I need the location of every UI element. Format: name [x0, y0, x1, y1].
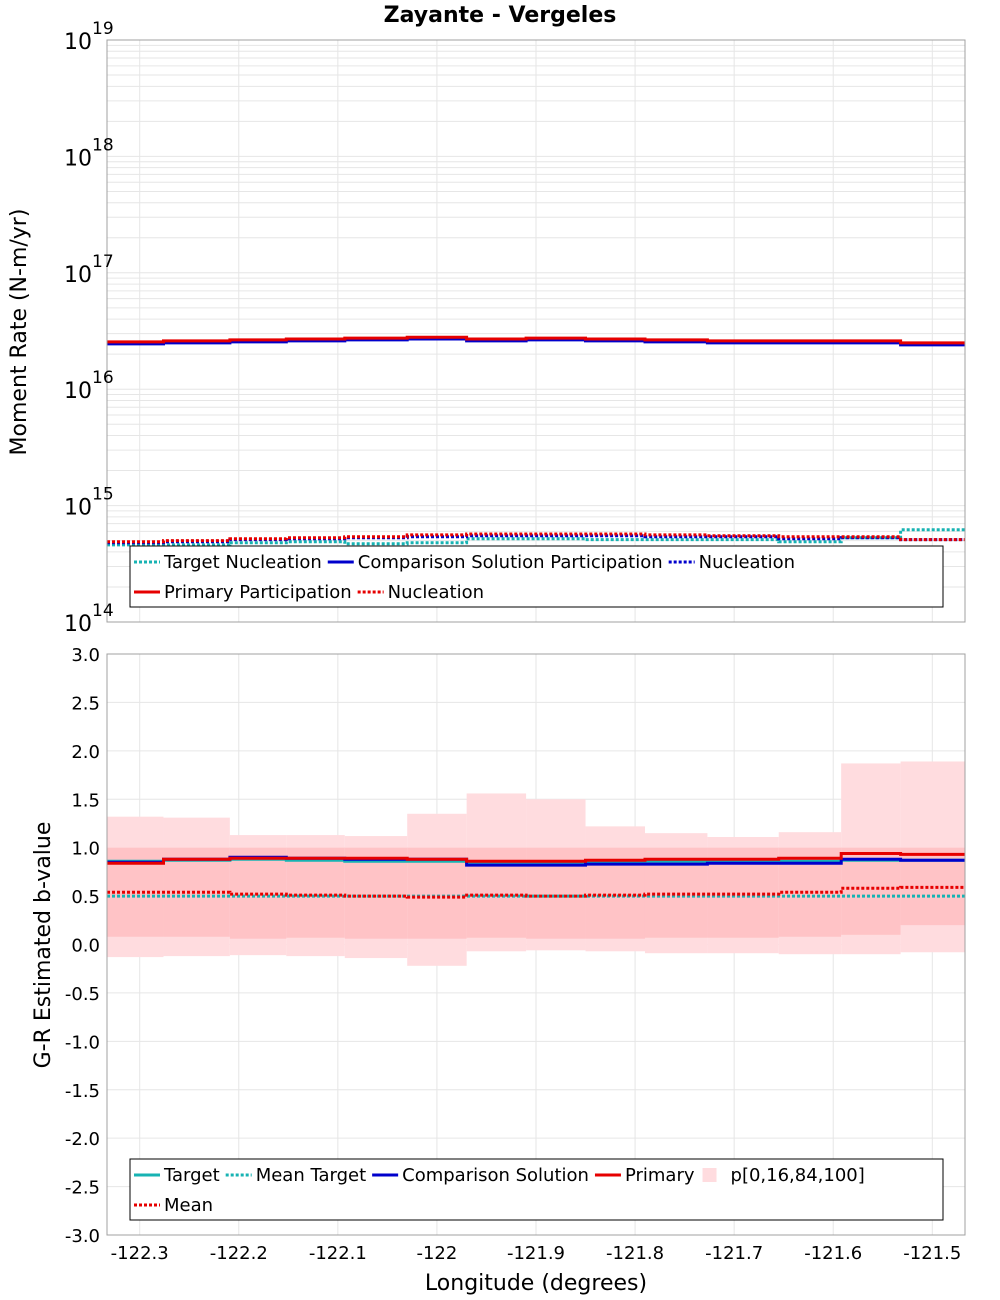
legend-label: Target — [163, 1165, 220, 1186]
legend-label: Mean Target — [256, 1165, 366, 1186]
y-tick-exponent: 17 — [92, 252, 114, 272]
y-tick-label: 3.0 — [71, 645, 100, 666]
y-tick-exponent: 15 — [92, 485, 114, 505]
top-y-axis-label: Moment Rate (N-m/yr) — [7, 209, 32, 456]
y-tick-label: 0.0 — [71, 936, 100, 957]
x-tick-label: -122.1 — [309, 1243, 367, 1264]
band-p16-p84 — [344, 847, 408, 939]
y-tick-label: -0.5 — [65, 984, 100, 1005]
y-tick-base: 10 — [64, 612, 92, 637]
b-value-panel: 3.0 2.5 2.0 1.5 1.0 0.5 0.0 -0.5 -1.0 -1.5 -2.0 -2.… — [65, 645, 966, 1264]
y-tick-label: 1017 — [64, 252, 114, 288]
y-tick-base: 10 — [64, 146, 92, 171]
y-tick-exponent: 18 — [92, 135, 114, 155]
legend-label: Mean — [164, 1195, 213, 1216]
legend-box — [129, 545, 944, 608]
series-line — [107, 337, 965, 347]
x-tick-label: -121.7 — [705, 1243, 763, 1264]
chart-title: Zayante - Vergeles — [384, 3, 617, 28]
y-tick-label: -1.0 — [65, 1032, 100, 1053]
plot-frame — [106, 39, 966, 623]
y-tick-base: 10 — [64, 496, 92, 521]
y-tick-label: -3.0 — [65, 1226, 100, 1247]
y-tick-label: 1019 — [64, 19, 114, 55]
band-p16-p84 — [286, 847, 345, 938]
bottom-y-axis-label: G-R Estimated b-value — [31, 822, 56, 1069]
legend-box — [129, 1158, 944, 1221]
y-tick-base: 10 — [64, 263, 92, 288]
legend-label: Primary Participation — [164, 582, 352, 603]
y-tick-base: 10 — [64, 379, 92, 404]
y-tick-label: 1.5 — [71, 790, 100, 811]
legend-swatch — [702, 1168, 717, 1182]
y-tick-label: -2.5 — [65, 1178, 100, 1199]
x-tick-label: -122 — [416, 1243, 457, 1264]
x-tick-label: -122.3 — [111, 1243, 169, 1264]
legend-label: p[0,16,84,100] — [731, 1165, 865, 1186]
y-tick-label: 1.0 — [71, 839, 100, 860]
y-tick-exponent: 16 — [92, 368, 114, 388]
y-tick-exponent: 14 — [92, 601, 114, 621]
legend-label: Comparison Solution — [402, 1165, 589, 1186]
x-tick-label: -121.8 — [606, 1243, 664, 1264]
x-tick-label: -121.9 — [507, 1243, 565, 1264]
legend-label: Nucleation — [699, 552, 795, 573]
band-p16-p84 — [407, 847, 467, 939]
series-line — [107, 885, 965, 899]
y-tick-label: 1018 — [64, 135, 114, 171]
y-tick-label: -1.5 — [65, 1081, 100, 1102]
y-tick-label: -2.0 — [65, 1129, 100, 1150]
legend-label: Target Nucleation — [163, 552, 322, 573]
x-tick-label: -122.2 — [210, 1243, 268, 1264]
series-line — [107, 335, 965, 345]
band-p16-p84 — [841, 847, 901, 935]
y-tick-exponent: 19 — [92, 19, 114, 39]
x-tick-label: -121.6 — [804, 1243, 862, 1264]
y-tick-label: 0.5 — [71, 887, 100, 908]
x-tick-label: -121.5 — [903, 1243, 961, 1264]
y-tick-base: 10 — [64, 30, 92, 55]
legend-label: Comparison Solution Participation — [358, 552, 663, 573]
x-axis-label: Longitude (degrees) — [425, 1271, 647, 1296]
series-line — [107, 852, 965, 865]
legend-label: Nucleation — [388, 582, 484, 603]
legend-label: Primary — [625, 1165, 695, 1186]
y-tick-label: 1015 — [64, 485, 114, 521]
y-tick-label: 2.5 — [71, 693, 100, 714]
y-tick-label: 1016 — [64, 368, 114, 404]
series-line — [107, 528, 965, 547]
y-tick-label: 1014 — [64, 601, 114, 637]
series-line — [107, 532, 965, 544]
plot-frame — [106, 653, 966, 1236]
y-tick-label: 2.0 — [71, 742, 100, 763]
